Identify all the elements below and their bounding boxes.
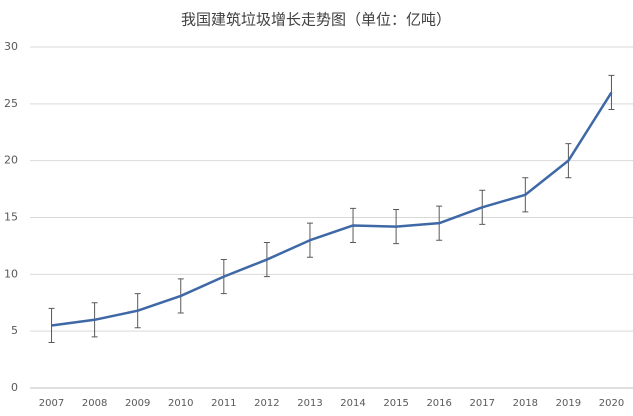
x-tick-label: 2013 xyxy=(297,398,322,409)
x-tick-label: 2015 xyxy=(383,398,408,409)
x-tick-label: 2012 xyxy=(254,398,279,409)
x-tick-label: 2014 xyxy=(340,398,365,409)
x-tick-label: 2011 xyxy=(211,398,236,409)
data-line xyxy=(51,91,613,327)
y-tick-label: 10 xyxy=(4,267,18,280)
y-tick-label: 0 xyxy=(11,381,18,394)
y-tick-label: 20 xyxy=(4,154,18,167)
x-tick-label: 2020 xyxy=(599,398,624,409)
x-tick-label: 2008 xyxy=(82,398,107,409)
x-tick-label: 2016 xyxy=(426,398,451,409)
x-tick-label: 2019 xyxy=(556,398,581,409)
y-tick-label: 15 xyxy=(4,211,18,224)
y-tick-label: 30 xyxy=(4,40,18,53)
x-tick-label: 2007 xyxy=(39,398,64,409)
x-tick-label: 2018 xyxy=(513,398,538,409)
chart-title: 我国建筑垃圾增长走势图（单位：亿吨） xyxy=(181,11,451,29)
x-tick-label: 2010 xyxy=(168,398,193,409)
x-tick-label: 2017 xyxy=(470,398,495,409)
y-tick-label: 5 xyxy=(11,324,18,337)
y-tick-label: 25 xyxy=(4,97,18,110)
x-tick-label: 2009 xyxy=(125,398,150,409)
